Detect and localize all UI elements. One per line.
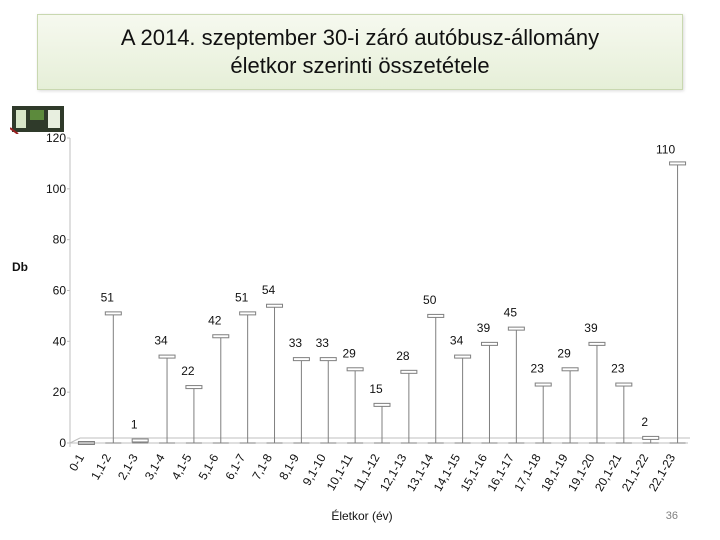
x-tick-label: 7,1-8 [249,451,275,482]
y-tick-label: 120 [46,131,66,145]
bar-cap-7,1-8 [266,303,284,308]
data-label: 29 [342,346,356,360]
data-label: 22 [181,364,195,378]
bar-cap-6,1-7 [239,311,257,316]
data-label: 110 [656,142,675,156]
x-tick-label: 0-1 [66,451,87,473]
x-axis-label: Életkor (év) [331,508,392,523]
floor-edge-left [69,437,81,444]
data-label: 33 [289,336,303,350]
data-label: 34 [450,334,464,348]
x-tick-label: 3,1-4 [142,451,168,482]
x-tick-label: 22,1-23 [646,451,679,494]
data-label: 23 [531,362,545,376]
bar-cap-16,1-17 [507,326,525,331]
bar-cap-15,1-16 [480,341,498,346]
data-label: 33 [316,336,330,350]
x-tick-labels: 0-1 1,1-2 2,1-3 3,1-4 4,1-5 5,1-6 6,1-7 7,1-8 8,… [66,451,678,494]
y-axis-label: Db [12,260,28,274]
x-tick-label: 2,1-3 [115,451,141,482]
chart-bars [77,161,687,445]
title-box: A 2014. szeptember 30-i záró autóbusz-ál… [37,14,683,90]
bar-cap-4,1-5 [185,385,203,390]
data-label: 34 [154,334,168,348]
x-tick-label: 4,1-5 [169,451,195,482]
bar-cap-13,1-14 [427,313,445,318]
slide-number: 36 [665,510,678,522]
data-label: 2 [641,415,648,429]
y-tick-label: 0 [59,436,66,450]
bar-cap-10,1-11 [346,367,364,372]
bar-cap-12,1-13 [400,369,418,374]
bar-cap-9,1-10 [319,357,337,362]
y-tick-label: 20 [53,385,67,399]
bar-cap-14,1-15 [454,354,472,359]
bar-cap-8,1-9 [292,357,310,362]
y-tick-label: 100 [46,182,66,196]
x-tick-label: 6,1-7 [222,451,248,482]
x-tick-label: 5,1-6 [196,451,222,482]
x-tick-label: 8,1-9 [276,451,302,482]
data-label: 51 [101,290,115,304]
bar-cap-19,1-20 [588,341,606,346]
data-label: 23 [611,362,625,376]
bar-cap-11,1-12 [373,402,391,407]
data-labels: 51 1 34 22 42 51 54 33 33 29 15 28 50 34 39 45 23 29 39 23 2… [101,142,676,431]
bar-cap-21,1-22 [642,435,660,440]
bar-cap-17,1-18 [534,382,552,387]
y-tick-label: 80 [53,233,67,247]
data-label: 39 [477,321,491,335]
data-label: 45 [504,306,518,320]
bar-cap-1,1-2 [104,311,122,316]
data-label: 39 [584,321,598,335]
bar-cap-2,1-3 [131,438,149,443]
data-label: 15 [369,382,383,396]
title-line-2: életkor szerinti összetétele [230,53,490,78]
data-label: 50 [423,293,437,307]
bar-cap-5,1-6 [212,334,230,339]
y-tick-label: 40 [53,334,67,348]
data-label: 42 [208,313,222,327]
y-tick-label: 60 [53,284,67,298]
bar-cap-3,1-4 [158,354,176,359]
bar-cap-18,1-19 [561,367,579,372]
data-label: 54 [262,283,276,297]
data-label: 51 [235,290,249,304]
bus-company-logo-icon [9,104,66,135]
bar-cap-22,1-23 [669,161,687,166]
data-label: 28 [396,349,410,363]
data-label: 1 [131,417,138,431]
x-tick-label: 1,1-2 [88,451,114,482]
data-label: 29 [557,346,571,360]
bar-cap-20,1-21 [615,382,633,387]
y-tick-labels: 0 20 40 60 80 100 120 [46,131,70,450]
title-line-1: A 2014. szeptember 30-i záró autóbusz-ál… [120,25,600,50]
